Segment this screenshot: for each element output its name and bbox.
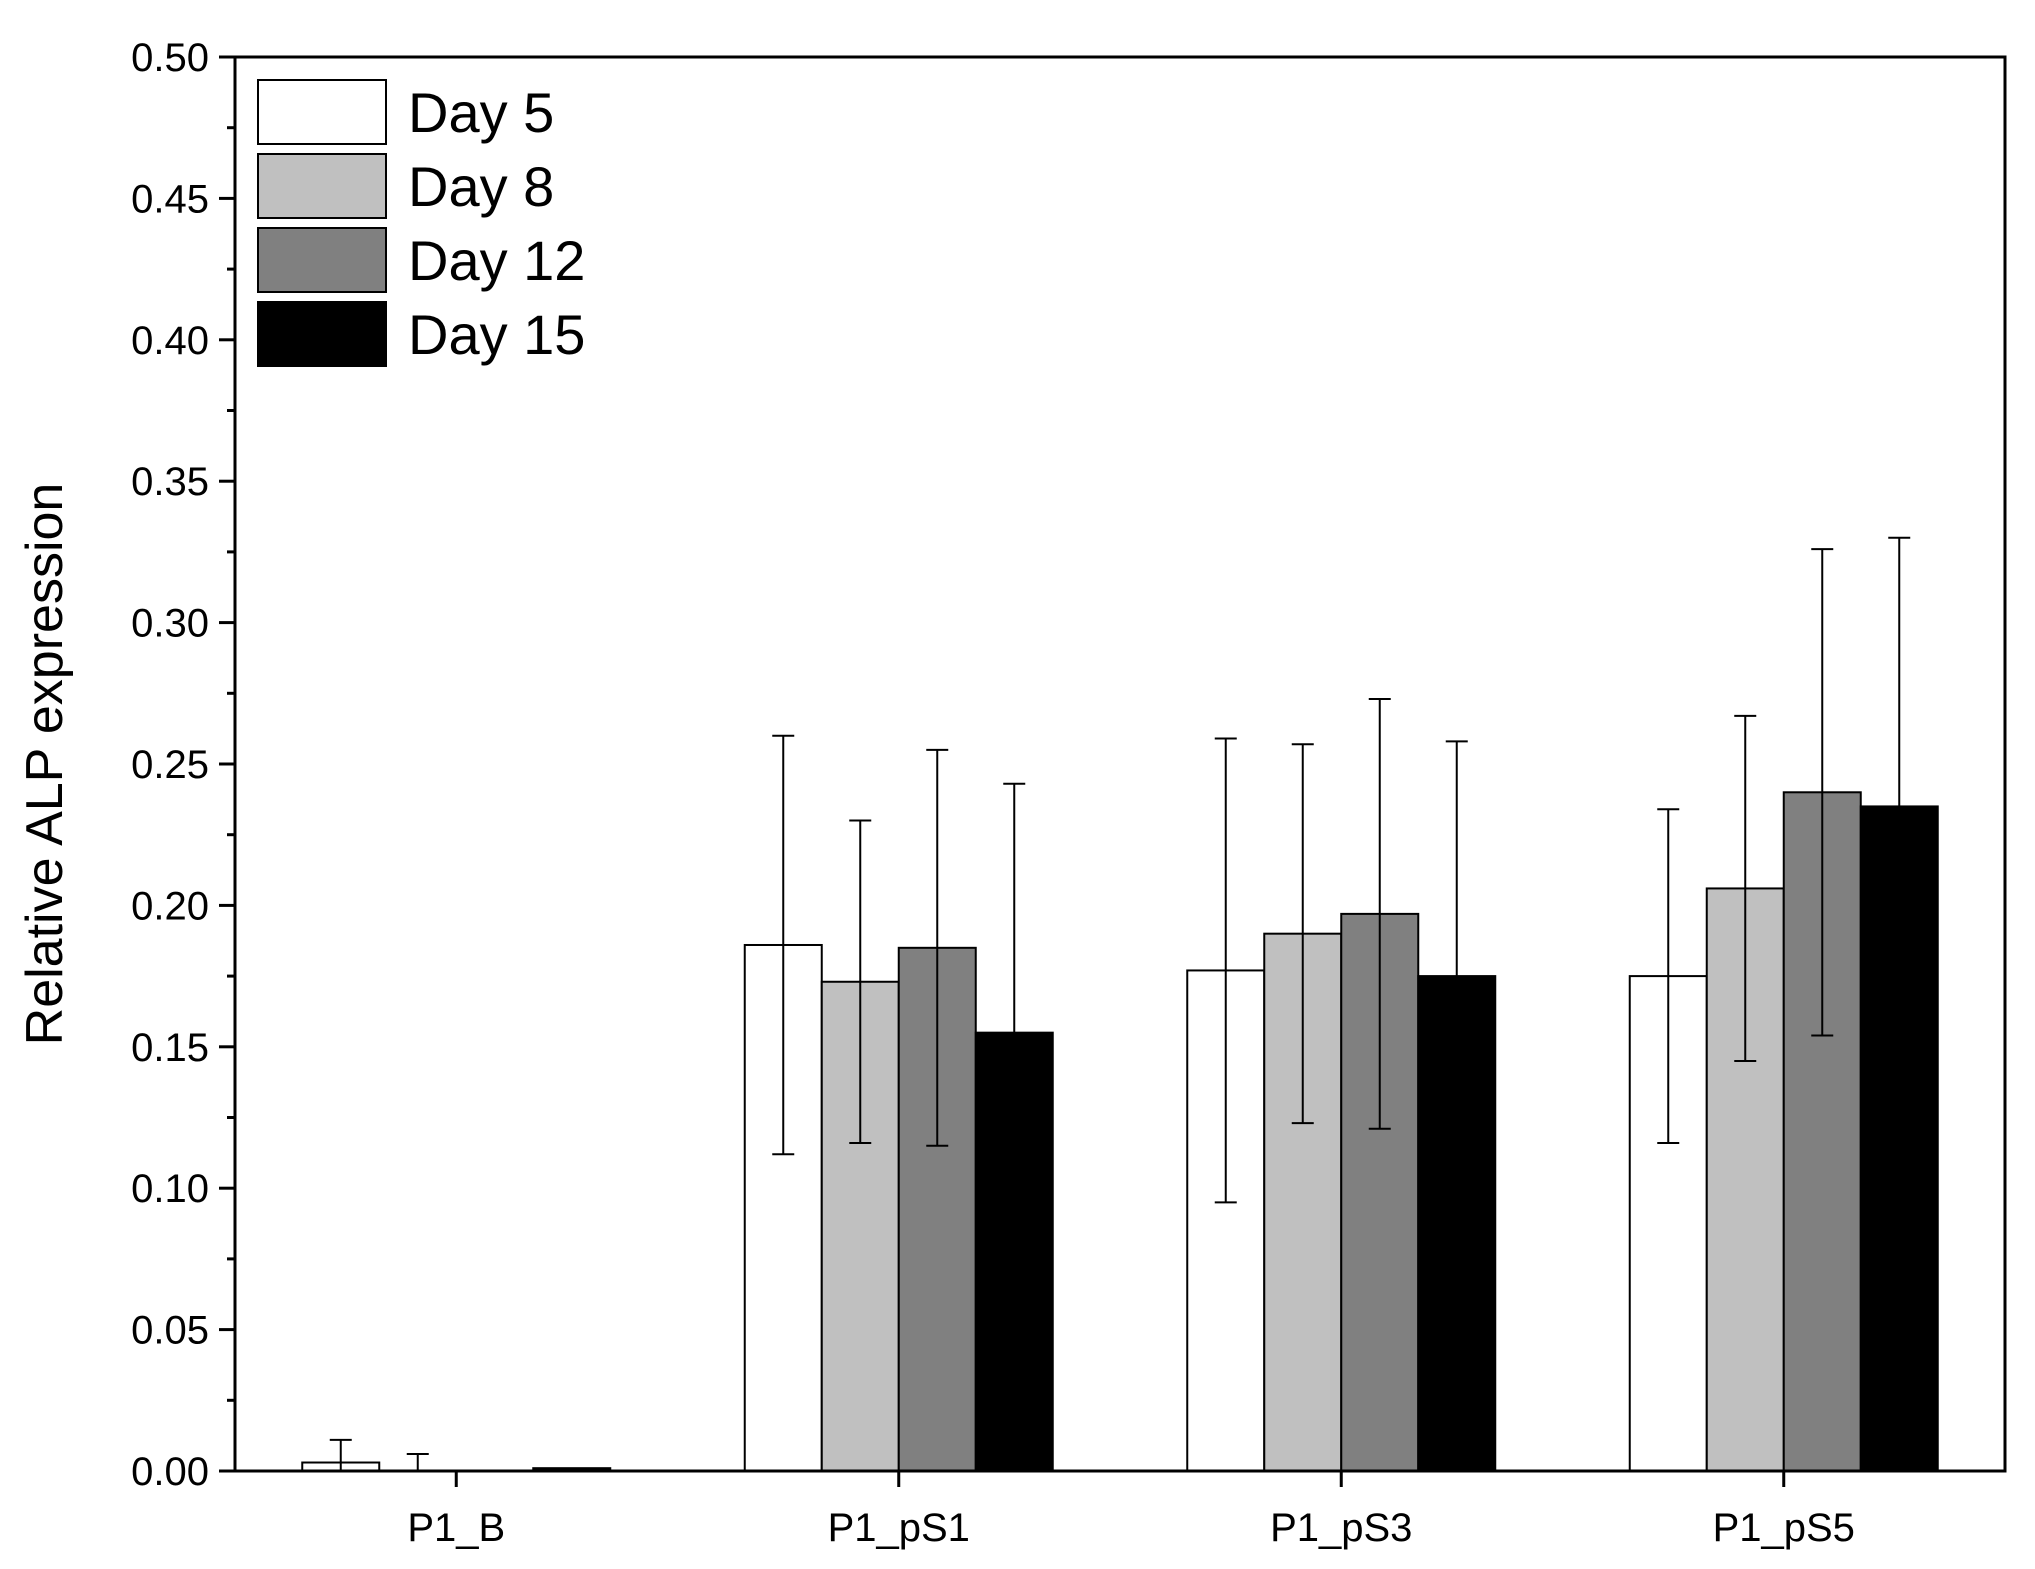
legend-label: Day 15 [408,303,585,366]
error-bars [329,536,1911,1471]
x-tick-label: P1_pS5 [1713,1506,1855,1550]
legend-swatch [257,301,387,367]
x-axis: P1_B P1_pS1 P1_pS3 P1_pS5 [407,1471,1855,1550]
y-axis: 0.00 0.05 0.10 0.15 0.20 0.25 0.30 0.35 0.40 0.45… [131,36,235,1494]
legend-swatch [257,227,387,293]
y-tick-label: 0.20 [131,884,209,928]
legend: Day 5 Day 8 Day 12 Day 15 [257,79,585,367]
y-tick-label: 0.35 [131,460,209,504]
y-tick-label: 0.30 [131,602,209,646]
y-tick-label: 0.50 [131,36,209,80]
legend-label: Day 8 [408,155,554,218]
y-tick-label: 0.00 [131,1450,209,1494]
x-tick-label: P1_pS3 [1270,1506,1412,1550]
legend-label: Day 12 [408,229,585,292]
y-tick-label: 0.15 [131,1026,209,1070]
legend-swatch [257,153,387,219]
plot-frame [233,55,2007,1473]
y-tick-label: 0.45 [131,177,209,221]
legend-swatch [257,79,387,145]
x-tick-label: P1_pS1 [828,1506,970,1550]
y-tick-label: 0.40 [131,319,209,363]
y-tick-label: 0.05 [131,1309,209,1353]
legend-label: Day 5 [408,81,554,144]
y-axis-title: Relative ALP expression [16,483,74,1046]
y-tick-label: 0.25 [131,743,209,787]
x-tick-label: P1_B [407,1506,505,1550]
y-tick-label: 0.10 [131,1167,209,1211]
